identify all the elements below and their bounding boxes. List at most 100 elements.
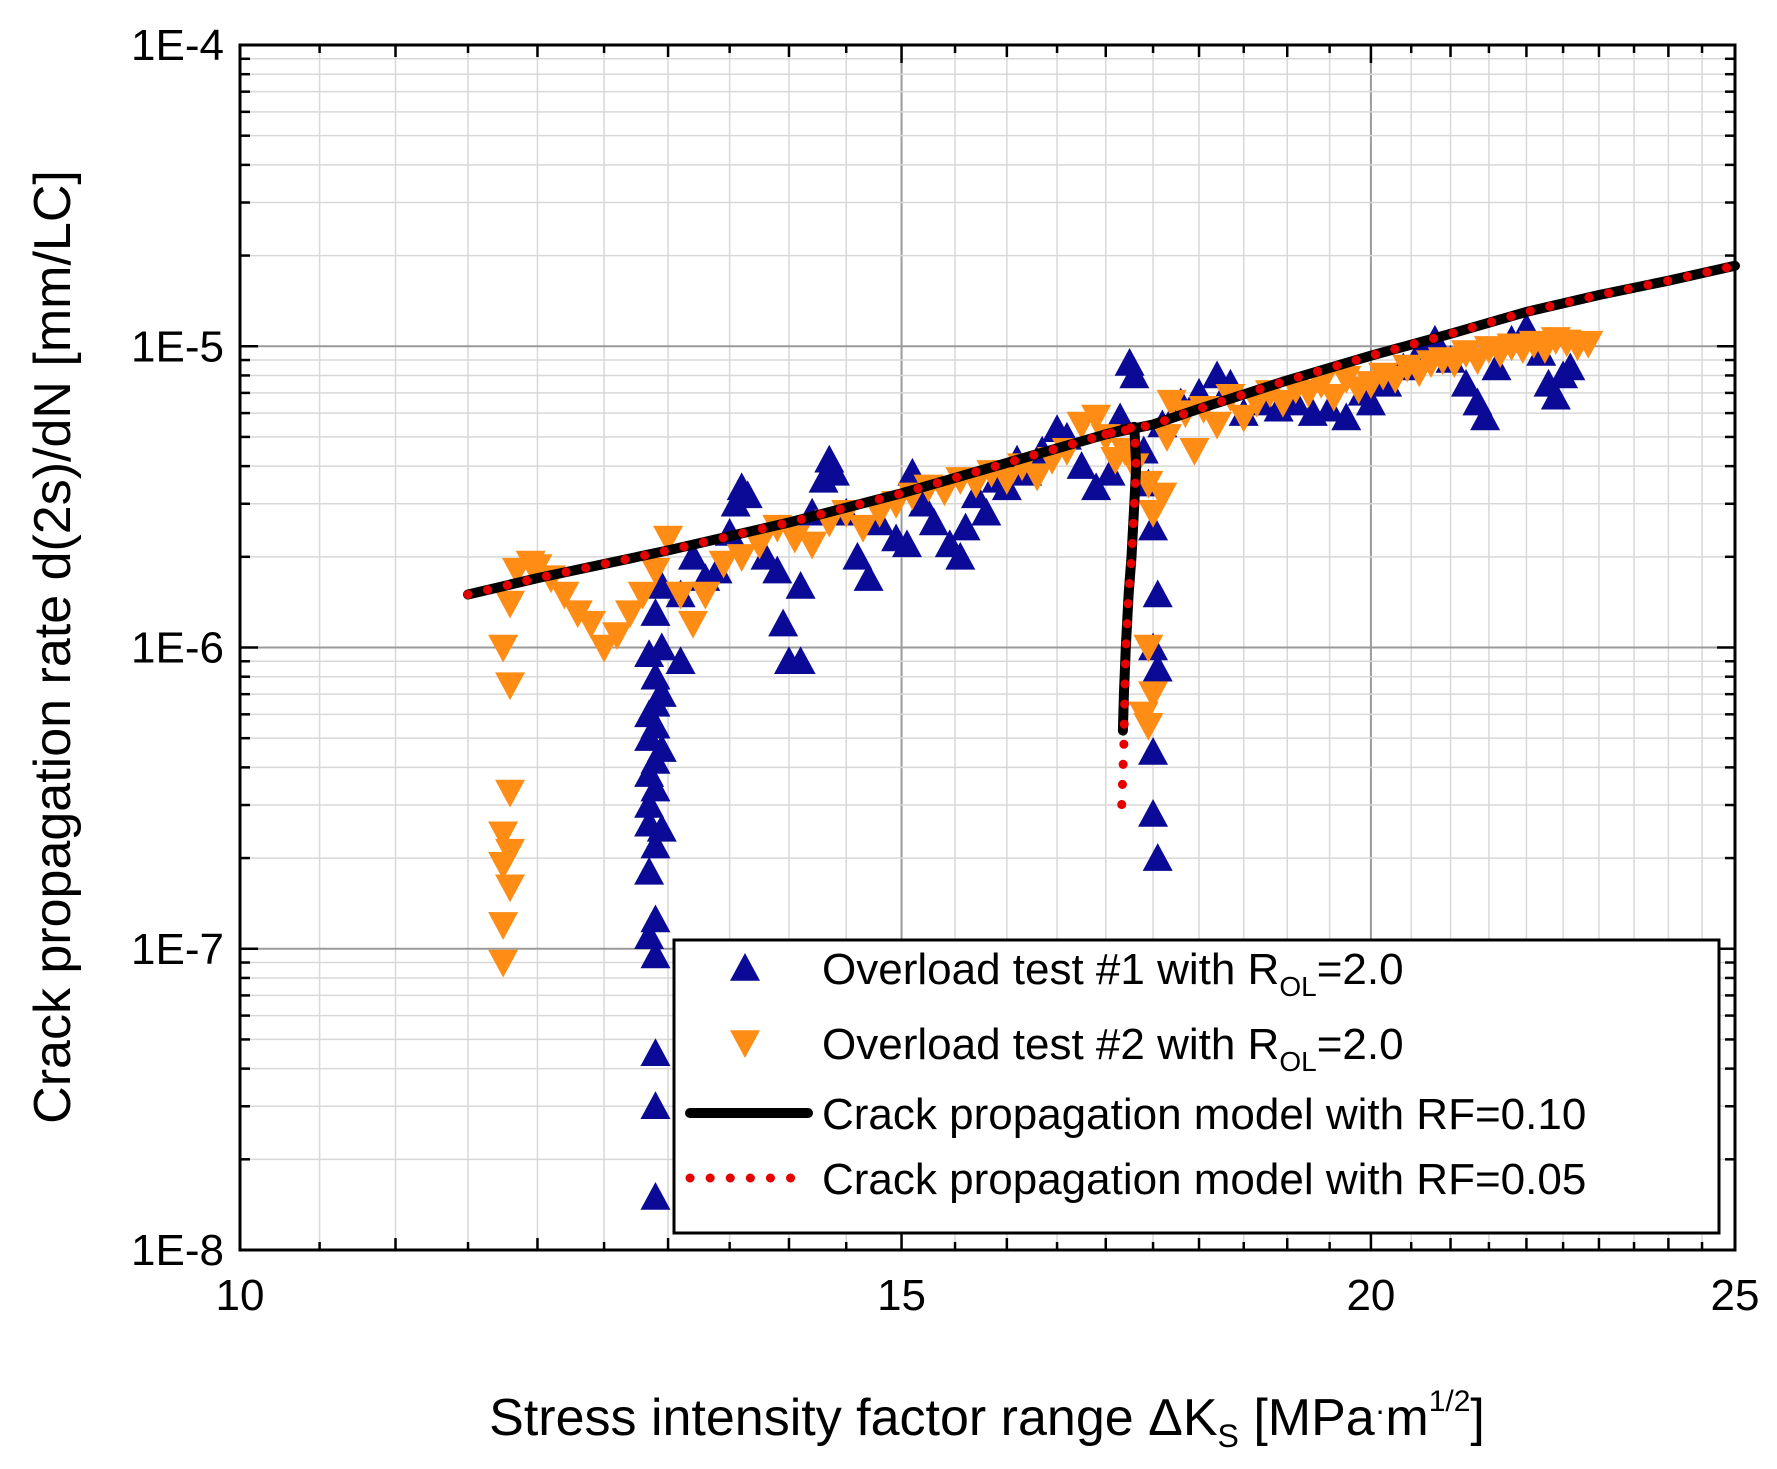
legend-label: Overload test #1 with ROL=2.0 <box>822 945 1404 1002</box>
data-point <box>634 790 665 818</box>
data-point <box>726 544 757 572</box>
data-point <box>1105 402 1136 431</box>
data-point <box>1314 393 1345 422</box>
data-point <box>853 563 884 591</box>
legend-label: Crack propagation model with RF=0.10 <box>822 1090 1586 1139</box>
data-point <box>634 921 665 950</box>
data-point <box>602 622 633 651</box>
x-axis-title-dot: · <box>1375 1392 1386 1428</box>
data-point <box>1142 579 1173 608</box>
data-point <box>640 661 671 690</box>
series-m2 <box>463 261 1740 829</box>
axis-tick-labels: 10 15 20 25 1E-8 1E-7 1E-6 1E-5 1E-4 <box>131 21 1759 1320</box>
x-axis-title-main: Stress intensity factor range ΔK <box>489 1389 1218 1447</box>
data-point <box>640 904 671 933</box>
data-point <box>495 590 526 619</box>
legend-label: Crack propagation model with RF=0.05 <box>822 1155 1586 1204</box>
data-point <box>646 632 677 661</box>
data-point <box>797 531 828 560</box>
data-point <box>762 555 793 584</box>
data-point <box>1138 736 1169 765</box>
x-tick-label: 15 <box>877 1271 926 1320</box>
legend-item-t1: Overload test #1 with ROL=2.0 <box>730 945 1404 1002</box>
data-point <box>1318 383 1349 412</box>
data-point <box>1202 411 1233 440</box>
legend-box <box>672 938 1721 1235</box>
legend-marker <box>730 953 760 981</box>
data-point <box>488 912 519 940</box>
data-point <box>750 541 781 570</box>
data-point <box>918 507 949 536</box>
data-point <box>640 1181 671 1210</box>
data-point <box>848 514 879 543</box>
data-point <box>646 679 677 707</box>
data-point <box>614 600 645 629</box>
data-point <box>768 608 799 637</box>
data-point <box>1540 381 1571 410</box>
data-point <box>702 555 733 584</box>
data-point <box>1081 472 1112 501</box>
data-point <box>495 779 526 808</box>
data-point <box>908 488 939 517</box>
data-point <box>589 634 620 663</box>
legend-label-subscript: OL <box>1279 1046 1316 1077</box>
model-line-rf005 <box>1101 261 1740 439</box>
x-tick-label: 25 <box>1711 1271 1760 1320</box>
x-axis-title-close: ] <box>1470 1389 1484 1447</box>
data-point <box>1081 404 1112 433</box>
data-point <box>950 512 981 541</box>
data-point <box>708 550 739 579</box>
legend-label-subscript: OL <box>1279 971 1316 1002</box>
legend-item-m2: Crack propagation model with RF=0.05 <box>685 1155 1586 1204</box>
x-tick-label: 10 <box>216 1271 265 1320</box>
data-point <box>1066 451 1097 479</box>
data-point <box>1555 352 1586 381</box>
data-point <box>864 500 895 528</box>
data-point <box>732 480 763 509</box>
y-tick-label: 1E-6 <box>131 624 224 673</box>
legend-item-t2: Overload test #2 with ROL=2.0 <box>730 1020 1404 1077</box>
legend-label-post: =2.0 <box>1317 945 1404 994</box>
series-t1 <box>634 312 1586 1210</box>
data-point <box>808 464 839 493</box>
data-point <box>785 646 816 675</box>
data-point <box>819 457 850 486</box>
data-point <box>488 634 519 663</box>
x-axis-title-subscript: S <box>1218 1418 1239 1454</box>
data-point <box>991 467 1022 495</box>
data-point <box>1147 482 1178 511</box>
data-point <box>1481 352 1512 381</box>
data-point <box>495 874 526 903</box>
data-point <box>575 610 606 639</box>
data-point <box>1151 424 1182 452</box>
data-point <box>495 672 526 701</box>
data-point <box>653 525 684 554</box>
data-point <box>1331 402 1362 431</box>
data-point <box>640 773 671 802</box>
data-point <box>640 830 671 859</box>
y-tick-label: 1E-8 <box>131 1226 224 1275</box>
legend-item-m1: Crack propagation model with RF=0.10 <box>685 1090 1586 1139</box>
data-point <box>1156 389 1187 418</box>
legend-label-post: =2.0 <box>1317 1020 1404 1069</box>
y-axis-title: Crack propagation rate d(2s)/dN [mm/LC] <box>24 170 82 1124</box>
axis-ticks <box>238 45 1737 1252</box>
data-point <box>1128 701 1159 730</box>
legend-label-main: Overload test #2 with R <box>822 1020 1279 1069</box>
data-point <box>1119 360 1150 389</box>
data-point <box>971 497 1002 526</box>
data-point <box>677 610 708 639</box>
data-point <box>665 646 696 675</box>
data-point <box>1573 330 1604 359</box>
data-point <box>744 531 775 560</box>
data-point <box>640 1091 671 1120</box>
data-point <box>1450 340 1481 368</box>
data-point <box>945 541 976 570</box>
data-point <box>1133 634 1164 663</box>
x-tick-label: 20 <box>1346 1271 1395 1320</box>
data-point <box>640 1038 671 1066</box>
data-point <box>1138 799 1169 827</box>
data-point <box>1133 470 1164 499</box>
data-point <box>640 940 671 969</box>
data-point <box>1095 457 1126 486</box>
